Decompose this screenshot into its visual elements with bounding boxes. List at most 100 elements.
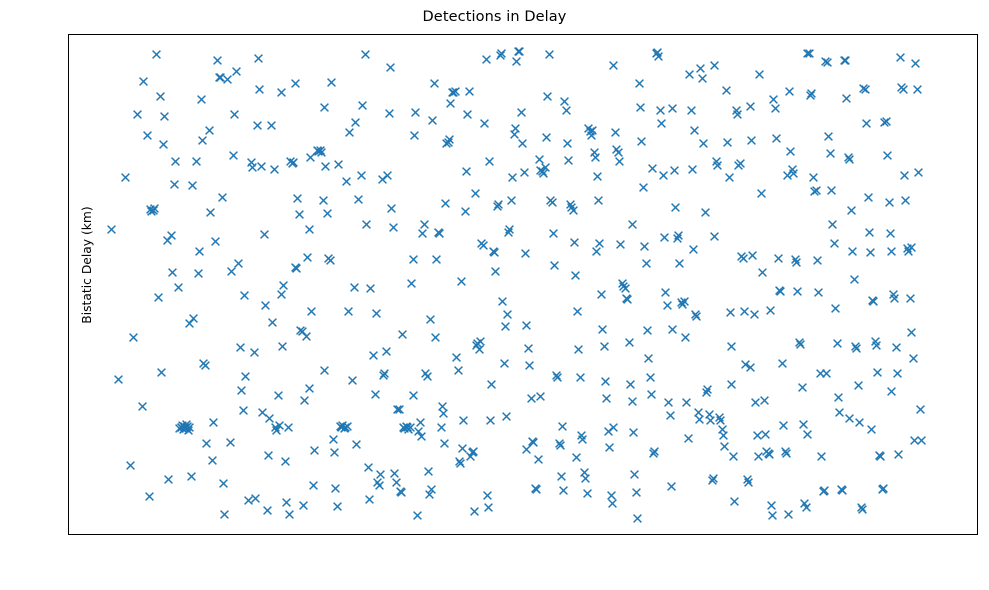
scatter-point — [624, 337, 635, 348]
scatter-point — [419, 219, 430, 230]
scatter-point — [697, 73, 708, 84]
y-axis-tick-mark — [68, 365, 69, 366]
scatter-point — [184, 318, 195, 329]
scatter-point — [319, 365, 330, 376]
scatter-point — [625, 379, 636, 390]
scatter-point — [586, 130, 597, 141]
scatter-point — [652, 47, 663, 58]
scatter-point — [527, 436, 538, 447]
scatter-point — [841, 93, 852, 104]
scatter-point — [151, 49, 162, 60]
scatter-point — [377, 174, 388, 185]
scatter-point — [788, 168, 799, 179]
scatter-point — [700, 207, 711, 218]
scatter-point — [246, 157, 257, 168]
scatter-point — [850, 341, 861, 352]
scatter-point — [635, 102, 646, 113]
scatter-point — [790, 254, 801, 265]
scatter-point — [593, 195, 604, 206]
scatter-point — [235, 342, 246, 353]
scatter-point — [839, 55, 850, 66]
scatter-point — [231, 66, 242, 77]
scatter-point — [860, 84, 871, 95]
scatter-point — [643, 353, 654, 364]
scatter-point — [149, 203, 160, 214]
scatter-point — [519, 167, 530, 178]
scatter-point — [323, 253, 334, 264]
scatter-point — [488, 246, 499, 257]
scatter-point — [215, 72, 226, 83]
scatter-point — [614, 156, 625, 167]
scatter-point — [205, 207, 216, 218]
scatter-point — [535, 391, 546, 402]
scatter-point — [510, 123, 521, 134]
scatter-point — [570, 270, 581, 281]
scatter-point — [912, 84, 923, 95]
scatter-point — [566, 202, 577, 213]
scatter-point — [351, 439, 362, 450]
scatter-point — [735, 158, 746, 169]
scatter-point — [408, 390, 419, 401]
scatter-point — [747, 250, 758, 261]
scatter-point — [655, 105, 666, 116]
scatter-point — [886, 386, 897, 397]
scatter-point — [916, 435, 927, 446]
scatter-point — [695, 63, 706, 74]
scatter-point — [892, 368, 903, 379]
scatter-point — [137, 401, 148, 412]
scatter-point — [256, 161, 267, 172]
scatter-point — [285, 156, 296, 167]
scatter-point — [249, 347, 260, 358]
scatter-point — [754, 69, 765, 80]
plot-area: 01020304050602025-01-21 17:50:002025-01-… — [68, 34, 978, 535]
scatter-point — [424, 489, 435, 500]
scatter-point — [328, 434, 339, 445]
scatter-point — [618, 281, 629, 292]
scatter-point — [742, 474, 753, 485]
scatter-point — [582, 488, 593, 499]
scatter-point — [447, 87, 458, 98]
scatter-point — [903, 246, 914, 257]
scatter-point — [276, 87, 287, 98]
scatter-point — [180, 423, 191, 434]
scatter-point — [521, 320, 532, 331]
scatter-point — [888, 289, 899, 300]
scatter-point — [144, 491, 155, 502]
scatter-point — [545, 195, 556, 206]
scatter-point — [621, 293, 632, 304]
scatter-point — [738, 253, 749, 264]
scatter-point — [503, 227, 514, 238]
scatter-point — [284, 509, 295, 520]
scatter-point — [430, 332, 441, 343]
scatter-point — [708, 473, 719, 484]
scatter-point — [561, 105, 572, 116]
scatter-point — [548, 228, 559, 239]
scatter-point — [368, 350, 379, 361]
x-axis-tick-mark — [507, 534, 508, 535]
scatter-point — [384, 108, 395, 119]
scatter-point — [499, 358, 510, 369]
scatter-point — [370, 389, 381, 400]
scatter-point — [606, 490, 617, 501]
scatter-point — [811, 185, 822, 196]
scatter-point — [332, 501, 343, 512]
scatter-point — [441, 138, 452, 149]
scatter-point — [830, 303, 841, 314]
scatter-point — [128, 332, 139, 343]
scatter-point — [252, 120, 263, 131]
scatter-point — [343, 306, 354, 317]
scatter-point — [870, 336, 881, 347]
scatter-point — [562, 138, 573, 149]
scatter-point — [389, 468, 400, 479]
scatter-point — [908, 353, 919, 364]
scatter-point — [822, 57, 833, 68]
scatter-point — [236, 385, 247, 396]
scatter-point — [217, 192, 228, 203]
scatter-point — [885, 228, 896, 239]
scatter-point — [433, 227, 444, 238]
scatter-point — [806, 88, 817, 99]
scatter-point — [653, 51, 664, 62]
scatter-point — [467, 447, 478, 458]
scatter-point — [808, 172, 819, 183]
